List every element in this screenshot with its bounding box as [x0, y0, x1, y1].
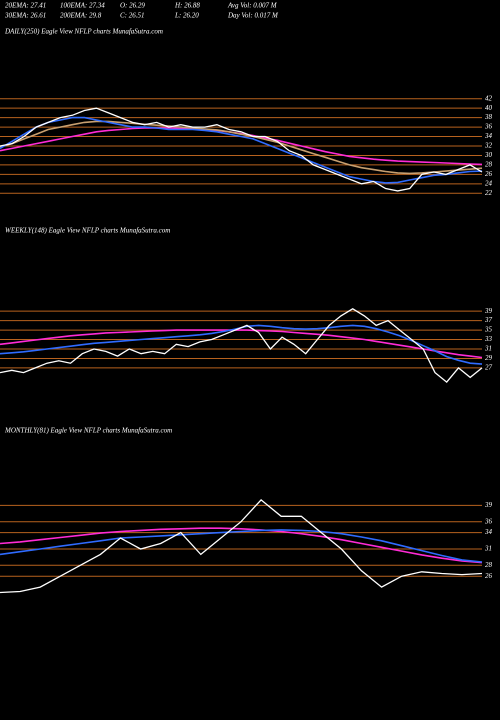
header-stat: Avg Vol: 0.007 M	[227, 2, 278, 10]
price-line	[0, 308, 483, 384]
y-tick-label: 42	[485, 94, 493, 102]
y-tick-label: 26	[485, 572, 493, 580]
price-line	[0, 527, 483, 564]
header-stat: C: 26.51	[120, 12, 145, 20]
y-tick-label: 36	[484, 517, 493, 525]
y-tick-label: 34	[484, 528, 493, 536]
y-tick-label: 30	[484, 151, 493, 159]
y-tick-label: 24	[485, 179, 493, 187]
y-tick-label: 26	[485, 170, 493, 178]
y-tick-label: 40	[485, 104, 493, 112]
price-line	[0, 499, 483, 594]
price-line	[0, 329, 483, 359]
y-tick-label: 27	[485, 364, 493, 372]
y-tick-label: 38	[484, 113, 493, 121]
price-line	[0, 529, 483, 563]
y-tick-label: 31	[484, 345, 492, 353]
panel-title: DAILY(250) Eagle View NFLP charts Munafa…	[4, 28, 163, 36]
header-stat: 100EMA: 27.34	[60, 2, 105, 10]
y-tick-label: 32	[484, 142, 493, 150]
y-tick-label: 39	[484, 307, 493, 315]
y-tick-label: 33	[484, 335, 493, 343]
y-tick-label: 37	[484, 316, 493, 324]
y-tick-label: 31	[484, 545, 492, 553]
header-stat: 30EMA: 26.61	[4, 12, 46, 20]
y-tick-label: 28	[485, 561, 493, 569]
y-tick-label: 34	[484, 132, 493, 140]
header-stat: 20EMA: 27.41	[5, 2, 46, 10]
y-tick-label: 36	[484, 123, 493, 131]
price-line	[0, 107, 483, 192]
y-tick-label: 39	[484, 501, 493, 509]
header-stat: L: 26.20	[174, 12, 199, 20]
price-line	[0, 116, 483, 184]
header-stat: Day Vol: 0.017 M	[227, 12, 279, 20]
header-stat: O: 26.29	[120, 2, 145, 10]
y-tick-label: 22	[485, 189, 493, 197]
header-stat: 200EMA: 29.8	[60, 12, 102, 20]
price-line	[0, 120, 483, 175]
y-tick-label: 28	[485, 161, 493, 169]
y-tick-label: 35	[484, 326, 493, 334]
y-tick-label: 29	[485, 354, 493, 362]
panel-title: MONTHLY(81) Eagle View NFLP charts Munaf…	[4, 427, 172, 435]
panel-title: WEEKLY(148) Eagle View NFLP charts Munaf…	[5, 227, 170, 235]
header-stat: H: 26.88	[174, 2, 200, 10]
